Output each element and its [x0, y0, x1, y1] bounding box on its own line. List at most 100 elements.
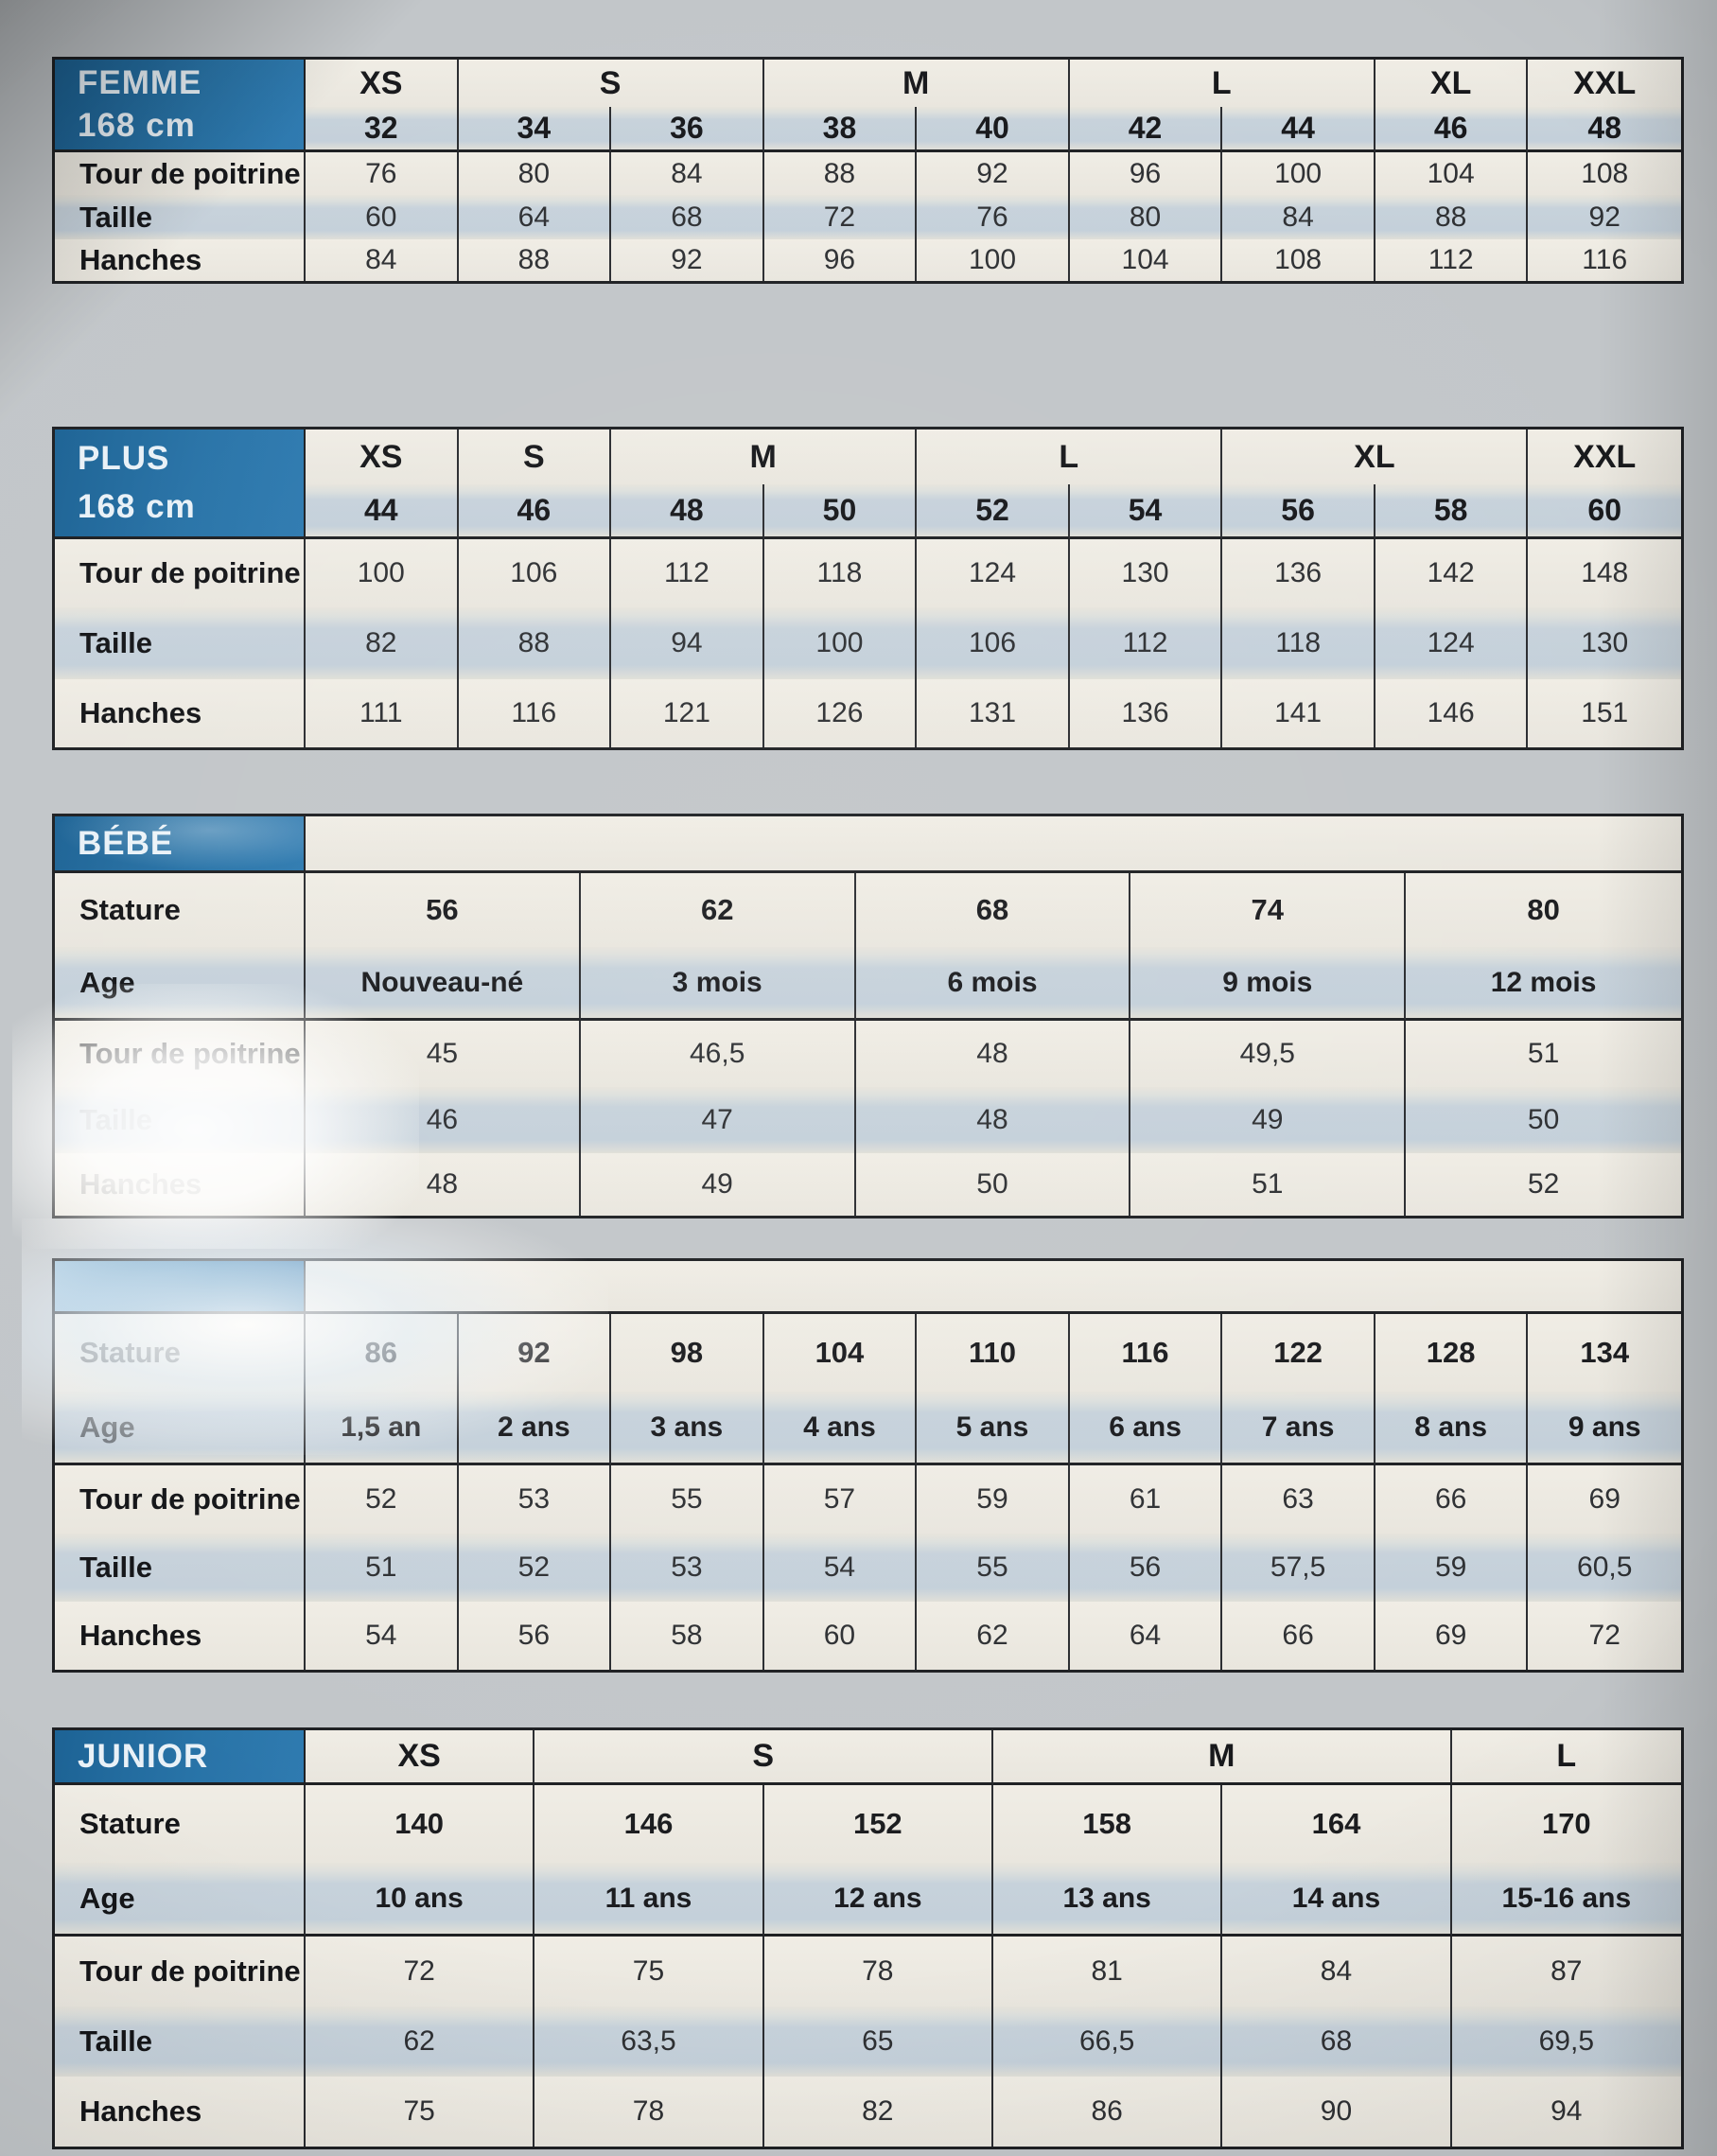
row-label: Age: [55, 1863, 306, 1937]
row-label-text: Tour de poitrine: [79, 556, 301, 589]
measurement-cell: 63,5: [534, 2007, 764, 2077]
age-cell: 1,5 an: [306, 1392, 459, 1465]
measurement-cell: 56: [1069, 1534, 1223, 1602]
measurement-cell: 46: [306, 1087, 581, 1153]
size-number-cell: 60: [1528, 484, 1681, 539]
row-label: Tour de poitrine: [55, 539, 306, 607]
age-cell: 3 mois: [580, 947, 856, 1021]
measurement-cell: 96: [763, 239, 918, 281]
stature-cell: 152: [763, 1785, 993, 1863]
measurement-cell: 60: [763, 1602, 918, 1670]
age-cell: 14 ans: [1222, 1863, 1452, 1937]
size-number-cell: 46: [458, 484, 612, 539]
measurement-cell: 131: [917, 679, 1070, 747]
size-number-cell: 52: [917, 484, 1070, 539]
row-label-text: Taille: [79, 200, 152, 234]
stature-cell: 56: [306, 873, 581, 947]
row-label-text: Taille: [79, 2025, 152, 2058]
age-cell: 4 ans: [763, 1392, 918, 1465]
size-table-junior: JUNIOR XS S M L Stature 140 146 152 158 164 170 Age 1…: [52, 1727, 1684, 2149]
size-letter-cell: M: [763, 60, 1070, 107]
size-letter-cell: M: [611, 429, 918, 484]
row-label-text: Hanches: [79, 696, 202, 729]
measurement-cell: 75: [306, 2077, 535, 2147]
measurement-cell: 96: [1069, 152, 1223, 195]
row-label-text: Tour de poitrine: [79, 1037, 301, 1070]
size-number-cell: 48: [1528, 107, 1681, 152]
size-letter-cell: XS: [306, 429, 459, 484]
header-strip: [306, 1261, 1681, 1314]
header-strip: [306, 816, 1681, 873]
row-label-text: Hanches: [79, 1167, 202, 1201]
measurement-cell: 46,5: [580, 1021, 856, 1087]
row-label: Stature: [55, 1314, 306, 1392]
measurement-cell: 45: [306, 1021, 581, 1087]
row-label: Age: [55, 1392, 306, 1465]
measurement-cell: 63: [1222, 1465, 1375, 1534]
measurement-cell: 62: [917, 1602, 1070, 1670]
row-label: Stature: [55, 873, 306, 947]
measurement-cell: 53: [458, 1465, 612, 1534]
measurement-cell: 126: [763, 679, 918, 747]
measurement-cell: 130: [1069, 539, 1223, 607]
size-number-cell: 34: [458, 107, 612, 152]
size-number-cell: 48: [611, 484, 764, 539]
measurement-cell: 141: [1222, 679, 1375, 747]
stature-cell: 92: [458, 1314, 612, 1392]
stature-cell: 122: [1222, 1314, 1375, 1392]
measurement-cell: 50: [1406, 1087, 1681, 1153]
measurement-cell: 82: [306, 607, 459, 679]
stature-cell: 164: [1222, 1785, 1452, 1863]
row-label-text: Tour de poitrine: [79, 156, 301, 190]
row-label: Tour de poitrine: [55, 1937, 306, 2007]
measurement-cell: 112: [1069, 607, 1223, 679]
measurement-cell: 64: [458, 195, 612, 239]
age-cell: 12 mois: [1406, 947, 1681, 1021]
measurement-cell: 84: [611, 152, 764, 195]
size-number-cell: 46: [1375, 107, 1529, 152]
measurement-cell: 136: [1222, 539, 1375, 607]
measurement-cell: 88: [458, 239, 612, 281]
measurement-cell: 78: [534, 2077, 764, 2147]
measurement-cell: 92: [611, 239, 764, 281]
measurement-cell: 78: [763, 1937, 993, 2007]
measurement-cell: 136: [1069, 679, 1223, 747]
row-label-text: Hanches: [79, 2095, 202, 2128]
row-label-text: Taille: [79, 1551, 152, 1584]
stature-cell: 86: [306, 1314, 459, 1392]
age-cell: 9 ans: [1528, 1392, 1681, 1465]
measurement-cell: 76: [306, 152, 459, 195]
measurement-cell: 57: [763, 1465, 918, 1534]
row-label: Hanches: [55, 1153, 306, 1216]
row-label: Hanches: [55, 239, 306, 281]
measurement-cell: 80: [1069, 195, 1223, 239]
measurement-cell: 116: [458, 679, 612, 747]
measurement-cell: 100: [763, 607, 918, 679]
size-table-plus: PLUS 168 cm XS S M L XL XXL 44 46 48 50 52 54 56 58 60 To…: [52, 427, 1684, 750]
measurement-cell: 68: [1222, 2007, 1452, 2077]
table-title: BÉBÉ: [55, 816, 306, 873]
row-label: Age: [55, 947, 306, 1021]
measurement-cell: 69,5: [1451, 2007, 1681, 2077]
age-cell: 10 ans: [306, 1863, 535, 1937]
age-cell: Nouveau-né: [306, 947, 581, 1021]
measurement-cell: 90: [1222, 2077, 1452, 2147]
table-title: [55, 1261, 306, 1314]
measurement-cell: 50: [855, 1153, 1131, 1216]
row-label-text: Taille: [79, 1103, 152, 1136]
age-cell: 6 mois: [855, 947, 1131, 1021]
measurement-cell: 88: [1375, 195, 1529, 239]
age-cell: 5 ans: [917, 1392, 1070, 1465]
measurement-cell: 57,5: [1222, 1534, 1375, 1602]
measurement-cell: 88: [763, 152, 918, 195]
measurement-cell: 80: [458, 152, 612, 195]
measurement-cell: 94: [611, 607, 764, 679]
age-cell: 7 ans: [1222, 1392, 1375, 1465]
stature-cell: 140: [306, 1785, 535, 1863]
age-cell: 15-16 ans: [1451, 1863, 1681, 1937]
size-letter-cell: S: [534, 1730, 993, 1785]
measurement-cell: 112: [1375, 239, 1529, 281]
table-title-line: PLUS: [78, 440, 170, 477]
row-label: Tour de poitrine: [55, 1465, 306, 1534]
age-cell: 6 ans: [1069, 1392, 1223, 1465]
